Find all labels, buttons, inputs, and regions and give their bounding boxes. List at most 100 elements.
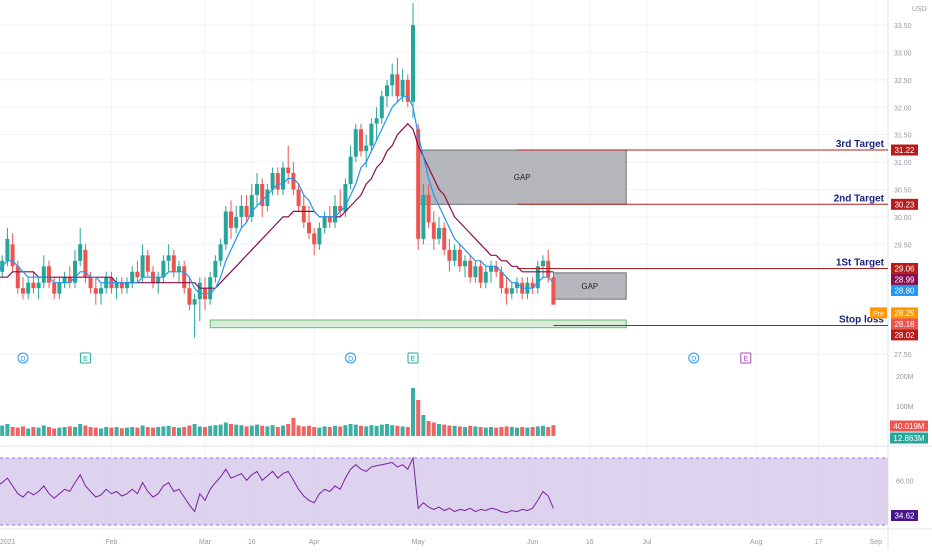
candle bbox=[338, 189, 343, 217]
volume-bar bbox=[15, 427, 20, 436]
candle bbox=[99, 282, 103, 305]
candle-body bbox=[119, 282, 124, 289]
price-tick-label: 30.00 bbox=[894, 215, 912, 222]
candle bbox=[452, 244, 457, 267]
event-marker-label: E bbox=[411, 356, 416, 363]
price-badge-value: 28.02 bbox=[894, 331, 915, 340]
volume-bar bbox=[359, 425, 363, 436]
volume-bar bbox=[333, 425, 337, 436]
volume-bar bbox=[348, 424, 353, 436]
volume-bar bbox=[114, 427, 119, 436]
candle-body bbox=[395, 74, 400, 97]
candle-body bbox=[359, 129, 363, 152]
volume-bar bbox=[5, 424, 10, 436]
price-badge-value: 29.06 bbox=[894, 264, 915, 273]
candle-body bbox=[192, 299, 197, 305]
candle-body bbox=[286, 167, 291, 174]
candle-body bbox=[343, 184, 348, 212]
pre-market-label: Pre bbox=[873, 311, 884, 318]
candle-body bbox=[213, 260, 218, 278]
volume-bar bbox=[109, 427, 114, 436]
time-tick-label: 2021 bbox=[0, 539, 16, 546]
price-tick-label: 32.50 bbox=[894, 78, 912, 85]
candle bbox=[41, 255, 46, 289]
candle-body bbox=[348, 156, 353, 185]
candle-body bbox=[551, 277, 556, 305]
volume-bar bbox=[52, 428, 57, 436]
target-label: 3rd Target bbox=[836, 139, 885, 150]
candle bbox=[197, 277, 202, 322]
price-badge bbox=[891, 273, 918, 285]
volume-bar bbox=[535, 426, 540, 436]
candle bbox=[379, 90, 384, 124]
rsi-line bbox=[0, 456, 554, 514]
volume-bar bbox=[10, 427, 15, 436]
time-tick-label: Jun bbox=[527, 539, 538, 546]
volume-bar bbox=[442, 424, 447, 436]
volume-bar bbox=[530, 427, 535, 436]
candle-body bbox=[36, 282, 41, 289]
volume-bar bbox=[379, 424, 384, 436]
candle bbox=[119, 277, 124, 294]
candle bbox=[171, 249, 176, 278]
candle-body bbox=[499, 271, 504, 289]
price-tick-label: 31.50 bbox=[894, 133, 912, 140]
volume-bar bbox=[509, 427, 514, 436]
candle-body bbox=[385, 85, 389, 97]
candle bbox=[322, 211, 327, 234]
time-tick-label: 16 bbox=[248, 539, 256, 546]
candle bbox=[473, 260, 478, 283]
volume-value-badge bbox=[890, 432, 928, 444]
candle-body bbox=[437, 227, 441, 239]
time-tick-label: Jul bbox=[643, 539, 652, 546]
candle-body bbox=[114, 282, 119, 289]
volume-bar bbox=[78, 424, 83, 436]
candle-body bbox=[265, 189, 270, 206]
candle-body bbox=[41, 266, 46, 283]
volume-value-text: 40.019M bbox=[893, 422, 924, 431]
candle bbox=[260, 178, 265, 217]
candle-body bbox=[88, 277, 93, 289]
time-tick-label: Mar bbox=[199, 539, 212, 546]
candle-body bbox=[317, 227, 322, 245]
candle bbox=[359, 123, 363, 157]
candle-body bbox=[73, 260, 77, 283]
candle-body bbox=[405, 79, 410, 102]
candle bbox=[374, 107, 379, 141]
price-badge bbox=[891, 262, 918, 274]
target-label: 1St Target bbox=[836, 257, 885, 268]
volume-bar bbox=[239, 425, 244, 436]
volume-bar bbox=[431, 422, 436, 436]
slow-moving-average-line bbox=[0, 122, 554, 289]
candle-body bbox=[379, 96, 384, 119]
price-tick-label: 30.50 bbox=[894, 188, 912, 195]
candle-body bbox=[52, 282, 57, 294]
candle bbox=[385, 79, 389, 108]
candle-body bbox=[125, 282, 129, 289]
candle bbox=[312, 227, 317, 256]
candle-body bbox=[473, 266, 478, 278]
price-badge bbox=[891, 318, 918, 330]
volume-value-badge bbox=[890, 420, 928, 432]
volume-bar bbox=[83, 425, 88, 436]
fast-moving-average-line bbox=[0, 95, 554, 295]
candle-body bbox=[99, 288, 103, 294]
candle-body bbox=[457, 249, 462, 267]
candle bbox=[73, 249, 77, 289]
dividend-marker bbox=[345, 352, 357, 364]
candle-body bbox=[494, 266, 499, 272]
volume-bar bbox=[322, 426, 327, 436]
time-tick-label: 16 bbox=[586, 539, 594, 546]
candle-body bbox=[338, 205, 343, 212]
volume-bar bbox=[182, 427, 187, 436]
time-tick-label: Sep bbox=[870, 539, 883, 546]
volume-bar bbox=[47, 427, 51, 436]
candle bbox=[270, 167, 275, 195]
volume-bar bbox=[390, 425, 395, 436]
price-tick-label: 33.00 bbox=[894, 50, 912, 57]
volume-bar bbox=[437, 424, 441, 436]
time-tick-label: May bbox=[412, 539, 426, 546]
volume-bar bbox=[156, 427, 161, 436]
